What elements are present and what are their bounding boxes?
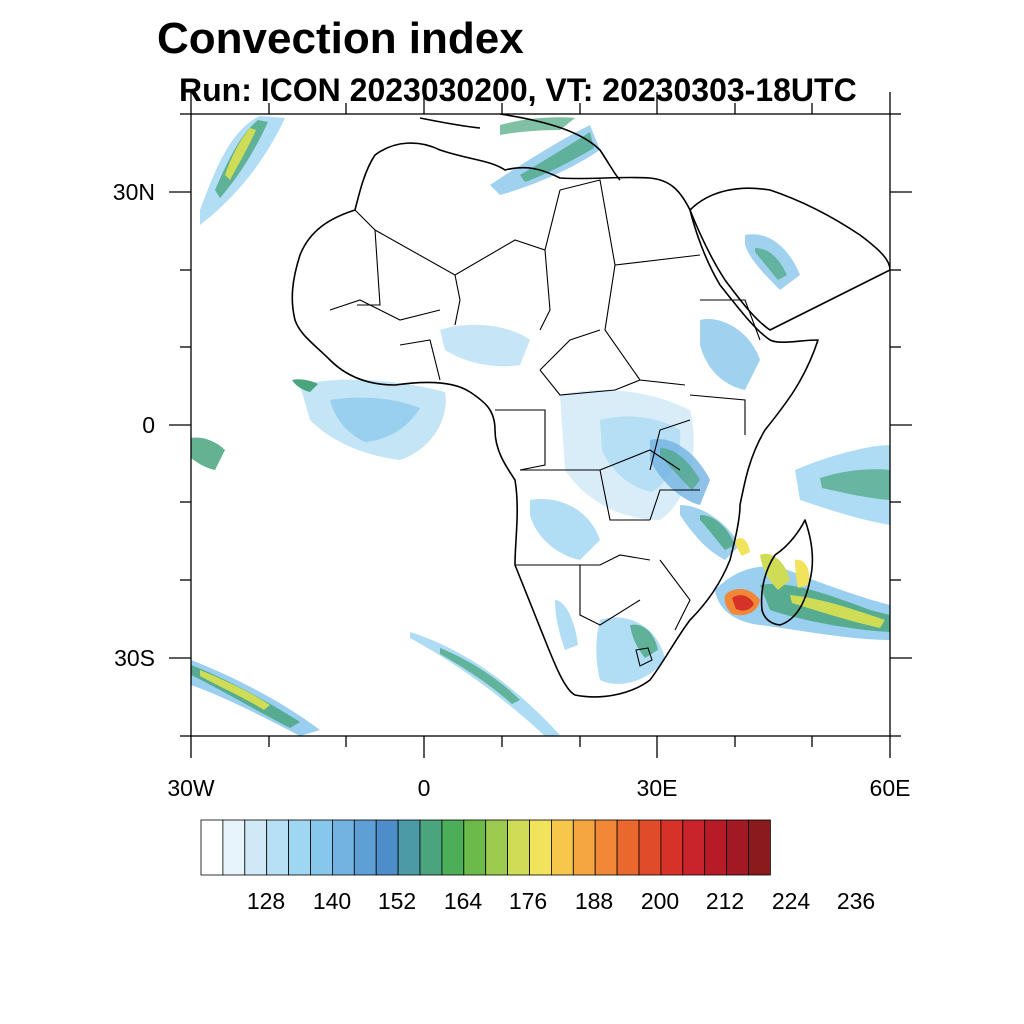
colorbar-label: 164 (443, 888, 483, 914)
colorbar-swatch (266, 819, 290, 876)
colorbar (200, 819, 771, 876)
colorbar-label: 212 (705, 888, 745, 914)
colorbar-swatch (310, 819, 333, 876)
colorbar-swatch (529, 819, 552, 876)
colorbar-swatch (594, 819, 618, 876)
colorbar-swatch (331, 819, 355, 876)
colorbar-swatch (397, 819, 421, 876)
colorbar-swatch (726, 819, 749, 876)
lon-label-30w: 30W (167, 775, 215, 801)
lon-label-30e: 30E (636, 775, 678, 801)
colorbar-swatch (572, 819, 596, 876)
colorbar-swatch (441, 819, 465, 876)
colorbar-swatch (616, 819, 640, 876)
colorbar-swatch (200, 819, 224, 876)
colorbar-swatch (288, 819, 311, 876)
colorbar-label: 140 (312, 888, 352, 914)
colorbar-label: 176 (508, 888, 548, 914)
colorbar-swatch (638, 819, 662, 876)
colorbar-swatch (222, 819, 246, 876)
country-borders (329, 179, 761, 667)
colorbar-label: 152 (377, 888, 417, 914)
colorbar-swatch (244, 819, 268, 876)
colorbar-swatch (463, 819, 487, 876)
colorbar-swatch (551, 819, 574, 876)
colorbar-swatch (660, 819, 684, 876)
lat-label-0: 0 (142, 412, 155, 438)
colorbar-label: 236 (836, 888, 876, 914)
chart-title: Convection index (157, 14, 524, 63)
colorbar-swatch (507, 819, 530, 876)
lon-label-0: 0 (417, 775, 431, 801)
lat-label-30n: 30N (112, 179, 155, 205)
map-frame (169, 92, 912, 758)
lat-label-30s: 30S (114, 645, 155, 671)
lon-label-60e: 60E (869, 775, 911, 801)
colorbar-swatch (748, 819, 771, 876)
colorbar-label: 224 (771, 888, 811, 914)
colorbar-label: 188 (574, 888, 614, 914)
colorbar-swatch (485, 819, 509, 876)
colorbar-swatch (704, 819, 728, 876)
colorbar-label: 128 (246, 888, 286, 914)
colorbar-swatch (353, 819, 377, 876)
convection-field (191, 116, 890, 736)
coastlines (291, 114, 890, 698)
colorbar-label: 200 (640, 888, 680, 914)
colorbar-swatch (419, 819, 443, 876)
colorbar-swatch (682, 819, 706, 876)
colorbar-swatch (375, 819, 399, 876)
chart-subtitle: Run: ICON 2023030200, VT: 20230303-18UTC (179, 72, 857, 108)
